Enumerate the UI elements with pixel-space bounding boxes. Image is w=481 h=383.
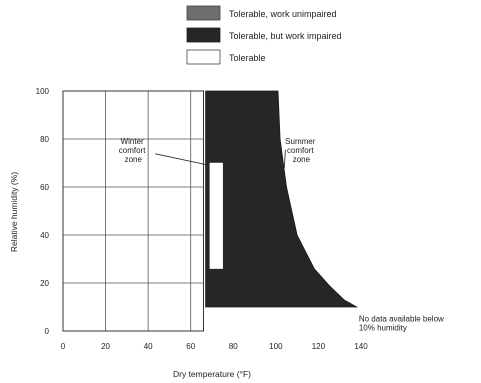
y-tick-labels: 0 20 40 60 80 100	[36, 87, 50, 336]
winter-annotation-line: comfort	[119, 146, 146, 155]
summer-annotation-line: comfort	[287, 146, 314, 155]
no-data-annotation: No data available below 10% humidity	[359, 314, 446, 332]
y-axis-title: Relative humidity (%)	[9, 172, 19, 252]
legend-label-work-unimpaired: Tolerable, work unimpaired	[229, 9, 337, 19]
winter-zone-pointer	[155, 153, 208, 166]
summer-zone-annotation: Summer comfort zone	[285, 137, 317, 164]
y-tick-label: 20	[40, 279, 49, 288]
x-axis-title: Dry temperature (°F)	[173, 369, 251, 379]
no-data-annotation-line: No data available below	[359, 314, 444, 323]
legend-label-work-impaired: Tolerable, but work impaired	[229, 31, 342, 41]
y-tick-label: 80	[40, 135, 49, 144]
y-tick-label: 40	[40, 231, 49, 240]
x-tick-label: 120	[312, 342, 326, 351]
x-tick-label: 140	[354, 342, 368, 351]
x-tick-label: 20	[101, 342, 110, 351]
x-tick-label: 80	[229, 342, 238, 351]
legend-swatch-work-unimpaired	[186, 5, 221, 21]
x-tick-labels: 0 20 40 60 80 100 120 140	[61, 342, 368, 351]
y-tick-label: 60	[40, 183, 49, 192]
no-data-annotation-line: 10% humidity	[359, 323, 407, 332]
legend-swatch-work-impaired	[186, 27, 221, 43]
x-tick-label: 0	[61, 342, 66, 351]
plot-area	[62, 90, 359, 332]
legend: Tolerable, work unimpaired Tolerable, bu…	[186, 5, 342, 65]
winter-comfort-zone	[209, 162, 223, 269]
x-tick-label: 60	[186, 342, 195, 351]
x-tick-label: 40	[144, 342, 153, 351]
plot-frame	[62, 90, 204, 332]
x-tick-label: 100	[269, 342, 283, 351]
grid	[63, 91, 204, 331]
legend-swatch-tolerable	[186, 49, 221, 65]
winter-annotation-line: zone	[125, 155, 143, 164]
winter-zone-annotation: Winter comfort zone	[119, 137, 148, 164]
summer-zone-pointer	[283, 149, 286, 168]
y-tick-label: 100	[36, 87, 50, 96]
summer-annotation-line: Summer	[285, 137, 316, 146]
y-tick-label: 0	[45, 327, 50, 336]
summer-annotation-line: zone	[293, 155, 311, 164]
work-impaired-region	[205, 90, 359, 308]
winter-annotation-line: Winter	[121, 137, 144, 146]
legend-label-tolerable: Tolerable	[229, 53, 266, 63]
